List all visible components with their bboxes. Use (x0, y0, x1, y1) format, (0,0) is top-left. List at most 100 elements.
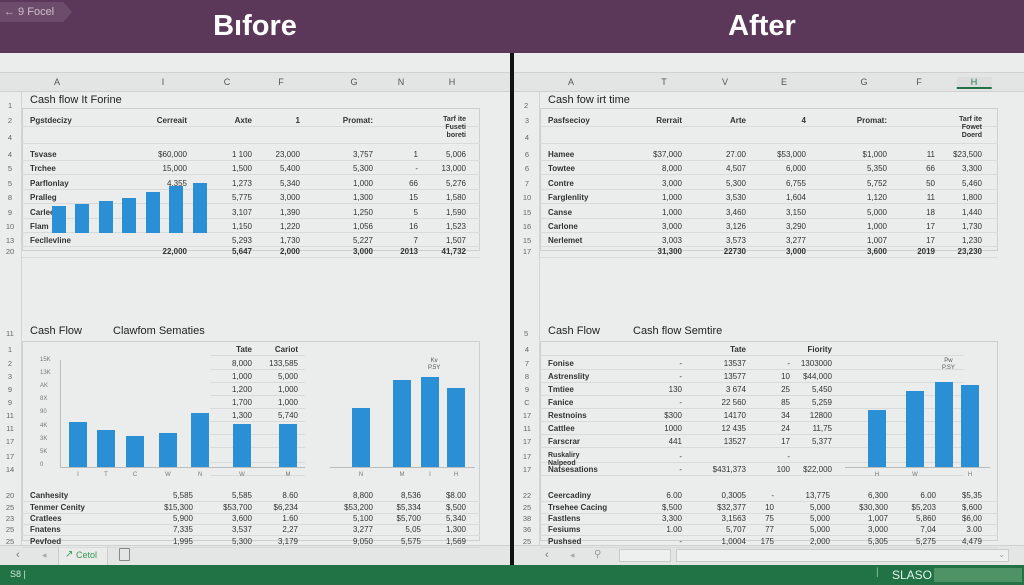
cell[interactable]: - (679, 372, 682, 381)
cell[interactable]: Tate (730, 345, 746, 354)
cell[interactable]: Tarf ite Fuseti boreti (443, 116, 466, 139)
cell[interactable]: 100 (776, 465, 790, 474)
zoom-slider[interactable] (934, 568, 1022, 582)
cell[interactable]: 1,007 (867, 514, 888, 523)
cell[interactable]: 12800 (809, 411, 832, 420)
row-label[interactable]: Ruskaliry Nalpeod (548, 452, 580, 467)
cell[interactable]: $5,35 (961, 491, 982, 500)
cell[interactable]: 1,700 (231, 398, 252, 407)
cell[interactable]: 3,003 (661, 236, 682, 245)
cell[interactable]: - (771, 491, 774, 500)
cell[interactable]: 2,000 (809, 537, 830, 546)
cell[interactable]: 15 (409, 193, 418, 202)
cell[interactable]: 1,300 (445, 525, 466, 534)
cell[interactable]: 3,757 (352, 150, 373, 159)
cell[interactable]: - (679, 465, 682, 474)
cell[interactable]: $37,000 (653, 150, 682, 159)
row-label[interactable]: Trsehee Cacing (548, 503, 608, 512)
pin-icon[interactable]: ⚲ (594, 549, 602, 560)
cell[interactable]: 441 (668, 437, 682, 446)
cell[interactable]: 5,647 (231, 247, 252, 256)
cell[interactable]: Cerreait (156, 116, 187, 125)
cell[interactable]: - (787, 359, 790, 368)
cell[interactable]: 11,75 (812, 424, 832, 433)
cell[interactable]: $6,234 (273, 503, 298, 512)
cell[interactable]: 3,000 (661, 179, 682, 188)
row-label[interactable]: Pushsed (548, 537, 582, 546)
cell[interactable]: 3,290 (785, 222, 806, 231)
cell[interactable]: 5,000 (277, 372, 298, 381)
cell[interactable]: 27.00 (725, 150, 746, 159)
cell[interactable]: 17 (926, 222, 935, 231)
row-label[interactable]: Tmtiee (548, 385, 574, 394)
cell[interactable]: $23,500 (953, 150, 982, 159)
cell[interactable]: 130 (668, 385, 682, 394)
row-label[interactable]: Fonise (548, 359, 574, 368)
cell[interactable]: 1,523 (445, 222, 466, 231)
cell[interactable]: 5,585 (172, 491, 193, 500)
column-header-a[interactable]: A (53, 77, 61, 87)
cell[interactable]: 41,732 (441, 247, 466, 256)
cell[interactable]: 1,580 (445, 193, 466, 202)
row-label[interactable]: Fesiums (548, 525, 581, 534)
cell[interactable]: 5,752 (866, 179, 887, 188)
cell[interactable]: 5,585 (231, 491, 252, 500)
cell[interactable]: $,600 (961, 503, 982, 512)
cell[interactable]: 3,000 (867, 525, 888, 534)
cell[interactable]: 13,775 (805, 491, 830, 500)
cell[interactable]: 3,150 (785, 208, 806, 217)
cell[interactable]: 6.00 (920, 491, 936, 500)
cell[interactable]: 5,276 (445, 179, 466, 188)
column-header-f[interactable]: F (916, 77, 922, 87)
row-label[interactable]: Pralleg (30, 193, 57, 202)
cell[interactable]: 3,126 (725, 222, 746, 231)
cell[interactable]: 3,277 (785, 236, 806, 245)
cell[interactable]: 7 (413, 236, 418, 245)
prev-sheet-icon[interactable]: ◂ (570, 550, 575, 560)
cell[interactable]: 1,300 (352, 193, 373, 202)
cell[interactable]: 8,536 (400, 491, 421, 500)
row-label[interactable]: Farglenlity (548, 193, 589, 202)
cell[interactable]: 6,000 (785, 164, 806, 173)
cell[interactable]: 1,007 (866, 236, 887, 245)
cell[interactable]: Fiority (807, 345, 832, 354)
column-header-v[interactable]: V (721, 77, 729, 87)
row-label[interactable]: Nerlemet (548, 236, 583, 245)
cell[interactable]: $22,000 (803, 465, 832, 474)
cell[interactable]: 3,179 (277, 537, 298, 546)
cell[interactable]: - (679, 537, 682, 546)
cell[interactable]: 5,300 (231, 537, 252, 546)
cell[interactable]: 3,573 (725, 236, 746, 245)
cell[interactable]: 10 (765, 503, 774, 512)
cell[interactable]: 1,569 (445, 537, 466, 546)
cell[interactable]: 1,604 (785, 193, 806, 202)
cell[interactable]: 175 (760, 537, 774, 546)
cell[interactable]: 1,000 (231, 372, 252, 381)
cell[interactable]: 1,507 (445, 236, 466, 245)
cell[interactable]: 1,150 (231, 222, 252, 231)
cell[interactable]: 8.60 (282, 491, 298, 500)
cell[interactable]: 16 (409, 222, 418, 231)
column-header-a[interactable]: A (567, 77, 575, 87)
cell[interactable]: 1,273 (231, 179, 252, 188)
new-sheet-icon[interactable] (119, 548, 130, 561)
cell[interactable]: 22730 (723, 247, 746, 256)
cell[interactable]: 5,340 (445, 514, 466, 523)
column-header-g[interactable]: G (350, 77, 358, 87)
cell[interactable]: 1,800 (961, 193, 982, 202)
row-label[interactable]: Astrenslity (548, 372, 590, 381)
cell[interactable]: 1,000 (277, 385, 298, 394)
cell[interactable]: 66 (926, 164, 935, 173)
cell[interactable]: Arte (729, 116, 746, 125)
cell[interactable]: 1,000 (352, 179, 373, 188)
cell[interactable]: 3,300 (661, 514, 682, 523)
cell[interactable]: 5,860 (915, 514, 936, 523)
cell[interactable]: 85 (781, 398, 790, 407)
cell[interactable]: 1,000 (277, 398, 298, 407)
cell[interactable]: 13527 (723, 437, 746, 446)
cell[interactable]: 4 (801, 116, 806, 125)
cell[interactable]: 14170 (723, 411, 746, 420)
cell[interactable]: 1303000 (800, 359, 832, 368)
scroll-left-icon[interactable]: ‹ (16, 549, 20, 561)
cell[interactable]: 5,000 (809, 503, 830, 512)
